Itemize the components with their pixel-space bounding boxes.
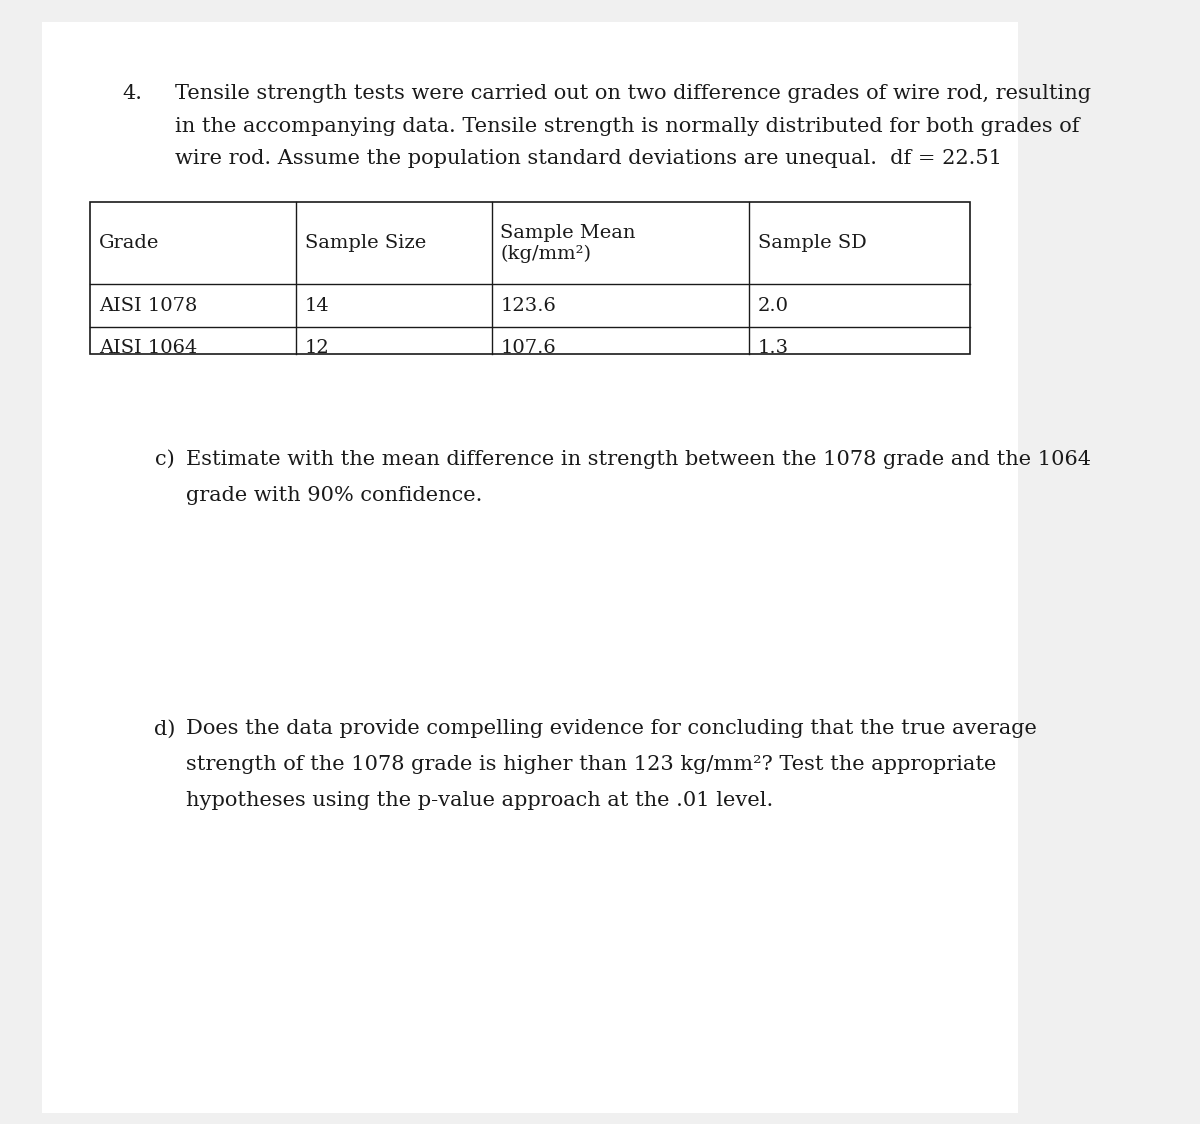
Text: 14: 14 <box>305 297 329 315</box>
Text: grade with 90% confidence.: grade with 90% confidence. <box>186 486 482 505</box>
Text: 123.6: 123.6 <box>500 297 556 315</box>
Text: 1.3: 1.3 <box>757 339 788 357</box>
Text: AISI 1064: AISI 1064 <box>98 339 197 357</box>
Text: 12: 12 <box>305 339 329 357</box>
Bar <box>90 202 971 354</box>
Text: 107.6: 107.6 <box>500 339 556 357</box>
Text: d): d) <box>154 719 175 738</box>
Text: in the accompanying data. Tensile strength is normally distributed for both grad: in the accompanying data. Tensile streng… <box>175 117 1080 136</box>
Text: Sample Size: Sample Size <box>305 234 426 253</box>
Text: Does the data provide compelling evidence for concluding that the true average: Does the data provide compelling evidenc… <box>186 719 1037 738</box>
Text: Sample SD: Sample SD <box>757 234 866 253</box>
Text: Tensile strength tests were carried out on two difference grades of wire rod, re: Tensile strength tests were carried out … <box>175 84 1091 103</box>
Text: Estimate with the mean difference in strength between the 1078 grade and the 106: Estimate with the mean difference in str… <box>186 450 1091 469</box>
Text: c): c) <box>155 450 175 469</box>
Text: Grade: Grade <box>98 234 160 253</box>
FancyBboxPatch shape <box>42 22 1018 1113</box>
Text: 2.0: 2.0 <box>757 297 788 315</box>
Text: strength of the 1078 grade is higher than 123 kg/mm²? Test the appropriate: strength of the 1078 grade is higher tha… <box>186 755 996 774</box>
Text: wire rod. Assume the population standard deviations are unequal.  df = 22.51: wire rod. Assume the population standard… <box>175 149 1002 169</box>
Text: 4.: 4. <box>122 84 142 103</box>
Text: AISI 1078: AISI 1078 <box>98 297 197 315</box>
Text: Sample Mean
(kg/mm²): Sample Mean (kg/mm²) <box>500 224 636 263</box>
Text: hypotheses using the p-value approach at the .01 level.: hypotheses using the p-value approach at… <box>186 791 773 810</box>
